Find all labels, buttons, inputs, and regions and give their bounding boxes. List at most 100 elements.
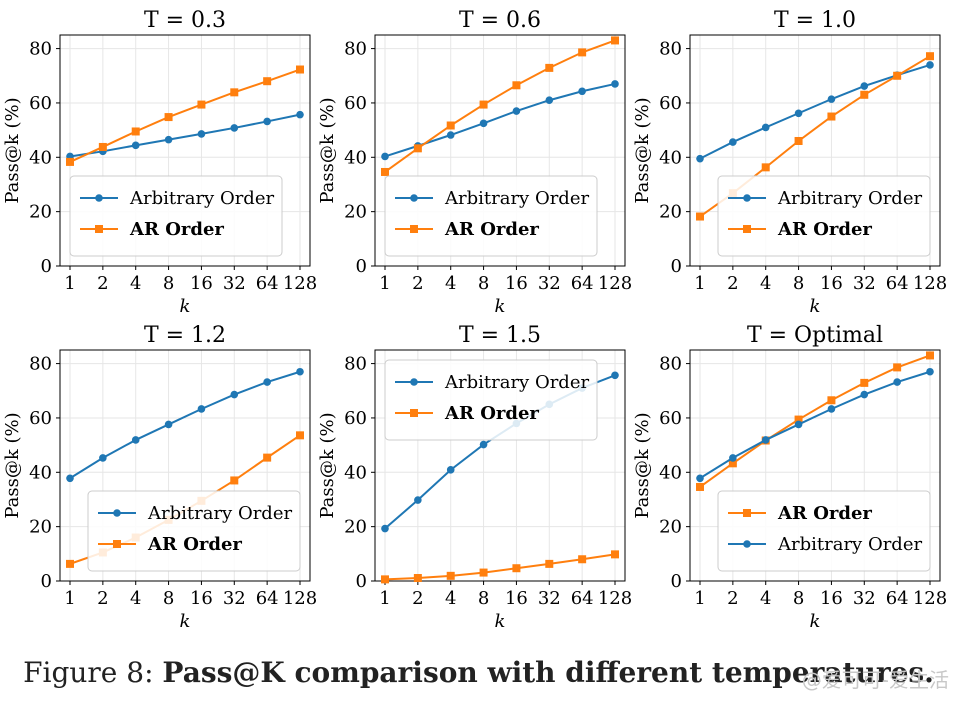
x-tick-label: 64 [256,588,279,609]
x-tick-label: 128 [598,588,632,609]
data-point-arbitrary [611,80,619,88]
y-tick-label: 80 [344,39,367,60]
legend: Arbitrary Order AR Order [717,175,931,257]
data-point-ar [413,574,422,583]
y-tick-label: 40 [344,462,367,483]
x-axis-label: k [810,611,821,632]
data-point-ar [578,555,587,564]
data-point-arbitrary [827,405,836,413]
data-point-ar [479,100,488,109]
legend-label-arbitrary: Arbitrary Order [444,372,589,393]
axes-frame [689,349,941,582]
x-tick-label: 128 [283,273,317,294]
legend-marker-arbitrary [410,194,418,202]
data-point-arbitrary [729,138,737,146]
x-tick-label: 64 [256,273,279,294]
x-tick-label: 128 [913,588,947,609]
data-point-ar [296,65,304,74]
y-tick-label: 0 [671,571,682,592]
data-point-ar [578,48,587,57]
x-tick-label: 128 [283,588,317,609]
x-tick-label: 8 [163,273,174,294]
x-tick-label: 4 [760,588,771,609]
legend-box [717,175,931,257]
x-tick-label: 128 [913,273,947,294]
chart-title: T = 1.5 [459,323,541,348]
legend-marker-ar [410,409,418,417]
y-tick-label: 80 [29,39,52,60]
y-tick-label: 20 [29,202,52,223]
data-point-ar [761,163,770,172]
x-tick-label: 64 [886,588,909,609]
data-point-ar [381,575,389,584]
data-point-arbitrary [729,454,737,462]
legend-label-arbitrary: Arbitrary Order [444,188,589,209]
data-point-ar [230,476,239,485]
y-axis-label: Pass@k (%) [317,97,338,203]
x-tick-label: 32 [853,273,876,294]
data-point-ar [926,52,934,61]
series-line-ar [384,553,616,581]
x-tick-label: 4 [130,273,141,294]
legend-label-ar: AR Order [777,219,872,240]
y-tick-label: 0 [356,256,367,277]
y-axis-label: Pass@k (%) [632,412,653,518]
x-tick-label: 1 [694,588,705,609]
data-point-ar [263,77,272,86]
data-point-ar [381,167,389,176]
y-tick-label: 40 [29,462,52,483]
series-line-arbitrary [699,370,931,480]
legend-marker-arbitrary [743,194,751,202]
data-point-ar [696,212,704,221]
data-point-ar [263,453,272,462]
data-point-arbitrary [99,454,107,462]
x-tick-label: 128 [598,273,632,294]
data-point-arbitrary [794,420,803,429]
x-tick-label: 32 [538,588,561,609]
y-axis-label: Pass@k (%) [317,412,338,518]
x-tick-label: 32 [853,588,876,609]
y-tick-label: 0 [41,256,52,277]
x-tick-label: 64 [571,588,594,609]
legend-label-arbitrary: Arbitrary Order [129,188,274,209]
y-tick-label: 80 [659,39,682,60]
legend-marker-ar [743,509,751,517]
data-point-arbitrary [164,135,173,144]
data-point-ar [696,482,704,491]
y-tick-label: 80 [29,354,52,375]
x-axis-label: k [180,611,191,632]
data-point-arbitrary [926,61,934,69]
chart-panel-6: 0 20 40 60 80 1 2 4 8 16 32 64 128 k Pass@k (%) T = Opt… [632,323,947,632]
y-tick-label: 60 [659,93,682,114]
x-tick-label: 32 [538,273,561,294]
x-tick-label: 16 [820,588,843,609]
chart-title: T = 0.3 [144,8,226,33]
data-point-arbitrary [296,367,304,376]
legend-label-ar: AR Order [777,503,872,524]
data-point-ar [296,431,304,440]
y-tick-label: 80 [344,354,367,375]
x-tick-label: 4 [760,273,771,294]
legend-box [384,359,598,441]
chart-title: T = Optimal [747,323,883,348]
data-point-arbitrary [761,123,770,132]
x-axis-label: k [495,611,506,632]
data-point-arbitrary [66,474,74,483]
y-tick-label: 20 [29,517,52,538]
data-point-ar [860,90,869,99]
axes-frame [689,34,941,267]
data-point-ar [197,100,206,109]
data-point-arbitrary [197,130,206,138]
x-tick-label: 2 [412,273,423,294]
data-point-arbitrary [381,152,389,161]
data-point-ar [479,568,488,577]
data-point-arbitrary [381,524,389,533]
data-point-arbitrary [131,436,140,444]
x-tick-label: 16 [190,273,213,294]
data-point-ar [860,378,869,387]
chart-title: T = 1.2 [144,323,226,348]
data-point-arbitrary [230,390,239,399]
chart-panel-1: 0 20 40 60 80 1 2 4 8 16 32 64 128 k Pass@k (%) T = 0.3… [2,8,317,317]
legend: Arbitrary Order AR Order [87,490,301,572]
chart-panel-4: 0 20 40 60 80 1 2 4 8 16 32 64 128 k Pass@k (%) T = 1.2… [2,323,317,632]
